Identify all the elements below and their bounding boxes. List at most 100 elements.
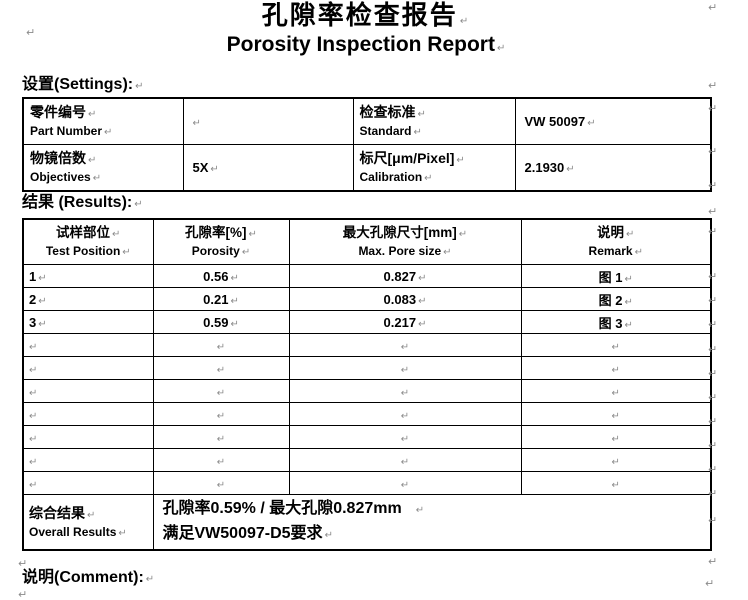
- empty-cell: ↵: [520, 471, 712, 495]
- paragraph-mark: ↵: [417, 109, 426, 120]
- results-header-row: 试样部位 ↵ Test Position ↵ 孔隙率[%] ↵ Porosity ↵ 最…: [22, 218, 712, 265]
- cell-porosity: 0.21 ↵: [152, 287, 290, 311]
- calibration-label-cell: 标尺[μm/Pixel] ↵ Calibration ↵: [352, 144, 516, 192]
- end-of-row-mark: ↵: [708, 415, 718, 428]
- label-text: 零件编号: [30, 104, 86, 120]
- paragraph-mark: ↵: [112, 229, 121, 240]
- paragraph-mark: ↵: [216, 364, 226, 376]
- results-table: 试样部位 ↵ Test Position ↵ 孔隙率[%] ↵ Porosity ↵ 最…: [22, 218, 712, 551]
- paragraph-mark: ↵: [29, 433, 38, 445]
- paragraph-mark: ↵: [88, 155, 97, 166]
- end-of-row-mark: ↵: [708, 555, 718, 568]
- empty-row: ↵ ↵ ↵ ↵: [22, 448, 712, 472]
- header-text: Max. Pore size: [358, 244, 442, 258]
- header-text-en: Remark ↵: [522, 244, 710, 260]
- header-text: Porosity: [191, 244, 240, 258]
- overall-line1-text: 孔隙率0.59% / 最大孔隙0.827mm: [162, 500, 402, 517]
- end-of-row-mark: ↵: [708, 225, 718, 238]
- header-text-zh: 最大孔隙尺寸[mm] ↵: [290, 224, 520, 244]
- cell-value: 图 2: [598, 292, 623, 308]
- report-title-zh-text: 孔隙率检查报告: [261, 1, 458, 31]
- objectives-value-cell: 5X ↵: [182, 144, 354, 192]
- empty-cell: ↵: [288, 402, 522, 426]
- end-of-row-mark: ↵: [708, 439, 718, 452]
- results-heading: 结果 (Results): ↵: [22, 193, 143, 215]
- standard-value-cell: VW 50097 ↵: [514, 97, 712, 145]
- paragraph-mark: ↵: [38, 318, 47, 330]
- objectives-label-cell: 物镜倍数 ↵ Objectives ↵: [22, 144, 184, 192]
- paragraph-mark: ↵: [118, 527, 127, 539]
- report-title-zh: 孔隙率检查报告 ↵: [22, 1, 710, 37]
- part-number-label-cell: 零件编号 ↵ Part Number ↵: [22, 97, 184, 145]
- calibration-label-en: Calibration ↵: [360, 170, 511, 186]
- cell-remark: 图 1 ↵: [520, 264, 712, 288]
- calibration-label-zh: 标尺[μm/Pixel] ↵: [360, 149, 511, 170]
- empty-cell: ↵: [288, 471, 522, 495]
- objectives-value: 5X: [192, 160, 209, 175]
- cell-value: 0.21: [203, 291, 229, 307]
- empty-cell: ↵: [288, 379, 522, 403]
- end-of-row-mark: ↵: [708, 102, 718, 115]
- header-test-position: 试样部位 ↵ Test Position ↵: [22, 218, 154, 265]
- paragraph-mark: ↵: [29, 456, 38, 468]
- cell-value: 图 3: [598, 315, 623, 331]
- label-text: Calibration: [359, 170, 423, 184]
- empty-cell: ↵: [22, 471, 154, 495]
- cell-remark: 图 2 ↵: [520, 287, 712, 311]
- comment-heading: 说明(Comment): ↵: [22, 568, 154, 590]
- settings-table: 零件编号 ↵ Part Number ↵ ↵ 检查标准 ↵ Standard ↵ VW …: [22, 97, 712, 192]
- empty-cell: ↵: [22, 333, 154, 357]
- overall-label-zh: 综合结果 ↵: [29, 504, 149, 525]
- empty-cell: ↵: [520, 356, 712, 380]
- paragraph-mark: ↵: [324, 530, 333, 541]
- empty-cell: ↵: [22, 448, 154, 472]
- end-of-row-mark: ↵: [708, 463, 718, 476]
- cell-pore-size: 0.217 ↵: [288, 310, 522, 334]
- header-remark: 说明 ↵ Remark ↵: [520, 218, 712, 265]
- part-number-label-zh: 零件编号 ↵: [30, 103, 179, 124]
- paragraph-mark: ↵: [230, 272, 239, 284]
- empty-cell: ↵: [288, 356, 522, 380]
- paragraph-mark: ↵: [104, 127, 113, 138]
- label-text: 检查标准: [359, 104, 416, 120]
- empty-cell: ↵: [520, 448, 712, 472]
- header-text: 孔隙率[%]: [185, 225, 247, 240]
- end-of-row-mark: ↵: [708, 79, 718, 92]
- paragraph-mark: ↵: [18, 588, 28, 600]
- empty-cell: ↵: [152, 333, 290, 357]
- overall-results-row: 综合结果 ↵ Overall Results ↵ 孔隙率0.59% / 最大孔隙0.…: [22, 494, 712, 551]
- comment-heading-text: 说明(Comment):: [22, 569, 144, 586]
- paragraph-mark: ↵: [418, 272, 427, 284]
- empty-cell: ↵: [288, 448, 522, 472]
- paragraph-mark: ↵: [611, 479, 620, 491]
- paragraph-mark: ↵: [587, 118, 596, 129]
- results-heading-text: 结果 (Results):: [22, 194, 133, 211]
- paragraph-mark: ↵: [29, 364, 38, 376]
- empty-cell: ↵: [520, 402, 712, 426]
- paragraph-mark: ↵: [443, 247, 452, 258]
- end-of-row-mark: ↵: [708, 270, 718, 283]
- part-number-value-cell: ↵: [182, 97, 354, 145]
- header-text-zh: 说明 ↵: [522, 224, 710, 244]
- paragraph-mark: ↵: [134, 199, 143, 210]
- paragraph-mark: ↵: [611, 410, 620, 422]
- cell-test-position: 3 ↵: [22, 310, 154, 334]
- paragraph-mark: ↵: [413, 127, 422, 138]
- cell-porosity: 0.56 ↵: [152, 264, 290, 288]
- header-text: 最大孔隙尺寸[mm]: [342, 225, 457, 240]
- calibration-value-cell: 2.1930 ↵: [514, 144, 712, 192]
- table-row: 2 ↵ 0.21 ↵ 0.083 ↵ 图 2 ↵: [22, 287, 712, 311]
- part-number-label-en: Part Number ↵: [30, 124, 179, 140]
- empty-cell: ↵: [152, 448, 290, 472]
- header-porosity: 孔隙率[%] ↵ Porosity ↵: [152, 218, 290, 265]
- cell-value: 1: [29, 268, 37, 284]
- settings-row-2: 物镜倍数 ↵ Objectives ↵ 5X ↵ 标尺[μm/Pixel] ↵ Cali…: [22, 144, 712, 192]
- paragraph-mark: ↵: [230, 295, 239, 307]
- empty-row: ↵ ↵ ↵ ↵: [22, 379, 712, 403]
- header-text-en: Test Position ↵: [24, 244, 152, 260]
- paragraph-mark: ↵: [92, 173, 102, 184]
- empty-cell: ↵: [22, 402, 154, 426]
- empty-cell: ↵: [22, 425, 154, 449]
- cell-value: 0.56: [203, 268, 229, 284]
- paragraph-mark: ↵: [216, 387, 226, 399]
